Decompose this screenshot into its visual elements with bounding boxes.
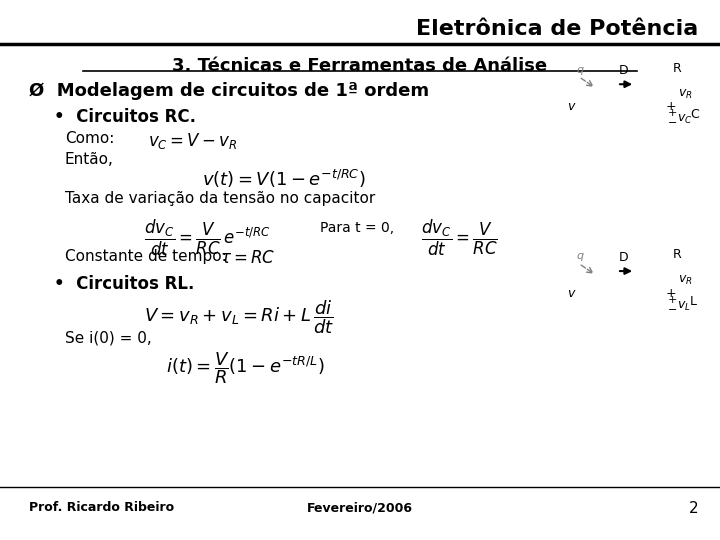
Text: $\dfrac{dv_C}{dt} = \dfrac{V}{RC}$: $\dfrac{dv_C}{dt} = \dfrac{V}{RC}$ <box>421 218 498 258</box>
Text: q: q <box>576 251 583 261</box>
Text: Então,: Então, <box>65 152 114 167</box>
Text: R: R <box>673 248 682 261</box>
Text: Fevereiro/2006: Fevereiro/2006 <box>307 501 413 514</box>
Text: Eletrônica de Potência: Eletrônica de Potência <box>416 19 698 39</box>
Text: R: R <box>673 62 682 75</box>
Text: $v_C$: $v_C$ <box>677 113 692 126</box>
Text: 2: 2 <box>689 501 698 516</box>
Text: $v_R$: $v_R$ <box>678 87 693 100</box>
Text: Prof. Ricardo Ribeiro: Prof. Ricardo Ribeiro <box>29 501 174 514</box>
Text: Como:: Como: <box>65 131 114 146</box>
Text: +: + <box>668 295 678 305</box>
Text: +: + <box>665 100 676 113</box>
Text: C: C <box>690 108 698 121</box>
Text: $i(t) = \dfrac{V}{R}(1 - e^{-tR/L})$: $i(t) = \dfrac{V}{R}(1 - e^{-tR/L})$ <box>166 350 325 386</box>
Text: Para t = 0,: Para t = 0, <box>320 221 395 235</box>
Text: v: v <box>567 100 574 113</box>
Text: $v(t) = V(1 - e^{-t/RC})$: $v(t) = V(1 - e^{-t/RC})$ <box>202 167 365 190</box>
Text: −: − <box>668 305 678 315</box>
Text: L: L <box>690 295 697 308</box>
Text: $V = v_R + v_L = Ri + L\,\dfrac{di}{dt}$: $V = v_R + v_L = Ri + L\,\dfrac{di}{dt}$ <box>144 299 334 336</box>
Text: +: + <box>665 287 676 300</box>
Text: $v_R$: $v_R$ <box>678 274 693 287</box>
Text: Constante de tempo:: Constante de tempo: <box>65 249 227 265</box>
Text: Taxa de variação da tensão no capacitor: Taxa de variação da tensão no capacitor <box>65 191 375 206</box>
Text: $\tau = RC$: $\tau = RC$ <box>220 249 275 267</box>
Text: •  Circuitos RC.: • Circuitos RC. <box>54 108 196 126</box>
Text: D: D <box>619 64 629 77</box>
Text: $v_L$: $v_L$ <box>677 300 690 313</box>
Text: $\dfrac{dv_C}{dt} = \dfrac{V}{RC}\, e^{-t/RC}$: $\dfrac{dv_C}{dt} = \dfrac{V}{RC}\, e^{-… <box>144 218 271 258</box>
Text: •  Circuitos RL.: • Circuitos RL. <box>54 275 194 293</box>
Text: $v_C = V - v_R$: $v_C = V - v_R$ <box>148 131 237 151</box>
Text: −: − <box>668 118 678 128</box>
Text: Ø  Modelagem de circuitos de 1ª ordem: Ø Modelagem de circuitos de 1ª ordem <box>29 82 429 100</box>
Text: 3. Técnicas e Ferramentas de Análise: 3. Técnicas e Ferramentas de Análise <box>172 57 548 75</box>
Text: D: D <box>619 251 629 264</box>
Text: +: + <box>668 108 678 118</box>
Text: Se i(0) = 0,: Se i(0) = 0, <box>65 330 151 346</box>
Text: q: q <box>576 64 583 75</box>
Text: v: v <box>567 287 574 300</box>
